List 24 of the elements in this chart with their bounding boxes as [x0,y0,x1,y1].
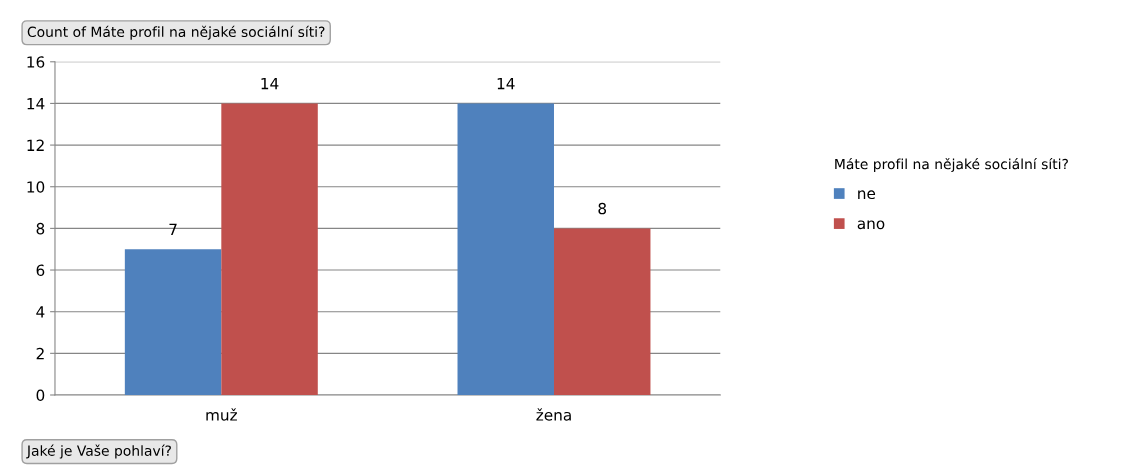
data-label: 14 [497,78,515,90]
y-tick-label: 12 [27,139,44,151]
x-tick-label: žena [536,408,571,421]
legend-title: Máte profil na nějaké sociální síti? [835,158,1068,172]
chart-title: Count of Máte profil na nějaké sociální síti? [27,25,325,40]
bar [457,103,554,395]
y-tick-label: 6 [36,264,45,277]
bar [221,103,318,395]
bar [124,249,222,395]
y-tick-label: 0 [36,389,45,402]
data-label: 14 [261,78,279,90]
y-tick-label: 8 [36,222,45,235]
legend-label: ano [857,220,885,230]
y-tick-label: 16 [27,56,45,68]
y-tick-label: 4 [36,306,45,318]
text: Jaké je Vaše pohlaví? [26,444,171,459]
y-tick-label: 14 [27,98,45,110]
bar [553,228,651,395]
data-label: 7 [169,223,177,235]
data-label: 8 [598,202,607,215]
x-tick-label: muž [206,408,237,421]
legend-label: ne [858,190,876,200]
y-tick-label: 2 [36,347,44,360]
y-tick-label: 10 [27,181,45,193]
